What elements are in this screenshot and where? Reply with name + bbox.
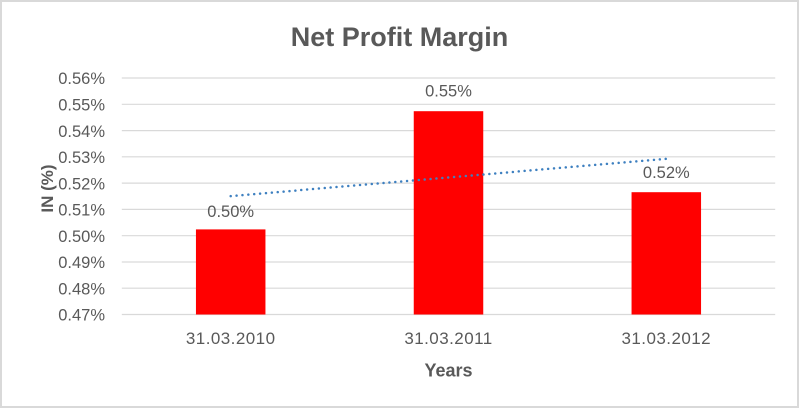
svg-text:Years: Years (424, 360, 472, 380)
svg-text:0.47%: 0.47% (58, 307, 105, 325)
svg-text:31.03.2011: 31.03.2011 (404, 329, 492, 348)
svg-text:0.51%: 0.51% (58, 202, 105, 220)
svg-text:0.54%: 0.54% (58, 123, 105, 141)
svg-text:0.49%: 0.49% (58, 254, 105, 272)
svg-text:0.52%: 0.52% (58, 175, 105, 193)
svg-text:0.52%: 0.52% (643, 164, 690, 182)
svg-text:IN (%): IN (%) (38, 164, 57, 212)
svg-text:0.53%: 0.53% (58, 149, 105, 167)
svg-text:0.48%: 0.48% (58, 280, 105, 298)
svg-text:0.55%: 0.55% (425, 82, 472, 100)
svg-text:0.50%: 0.50% (58, 228, 105, 246)
svg-text:31.03.2010: 31.03.2010 (186, 329, 276, 348)
svg-text:31.03.2012: 31.03.2012 (622, 329, 712, 348)
svg-text:Net Profit Margin: Net Profit Margin (291, 22, 509, 52)
svg-text:0.56%: 0.56% (58, 70, 105, 88)
svg-text:0.55%: 0.55% (58, 97, 105, 115)
svg-text:0.50%: 0.50% (207, 203, 254, 221)
